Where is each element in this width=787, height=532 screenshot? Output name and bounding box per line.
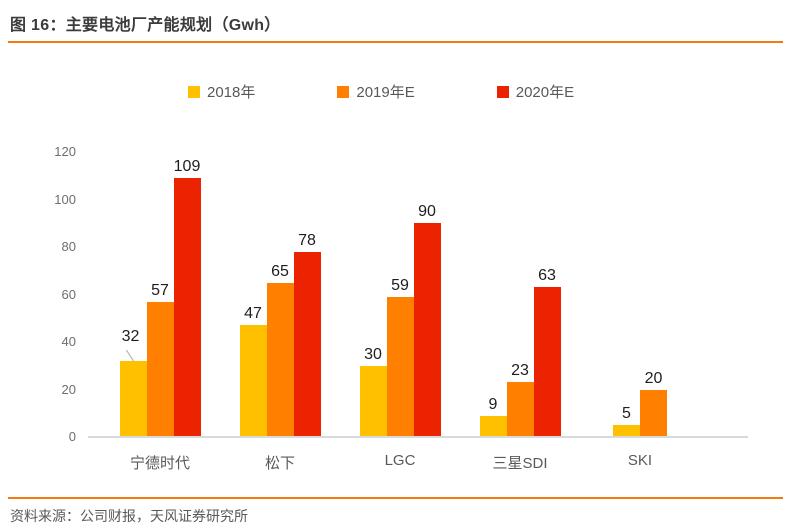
category-label-4: SKI xyxy=(627,452,653,469)
x-axis-category-labels: 宁德时代 松下 LGC 三星SDI SKI xyxy=(100,452,700,473)
bar-group-1: 47 65 78 xyxy=(220,152,340,437)
bar-value-label: 9 xyxy=(488,395,498,413)
bar-value-label: 90 xyxy=(418,203,436,221)
bar-宁德时代-2020年E: 109 xyxy=(173,158,201,437)
bar-松下-2020年E: 78 xyxy=(293,232,321,437)
bar-松下-2019年E: 65 xyxy=(266,263,294,437)
bar-value-label: 78 xyxy=(298,231,316,249)
y-axis: 0 20 40 60 80 100 120 xyxy=(0,145,82,444)
bar-LGC-2020年E: 90 xyxy=(413,203,441,437)
bar-value-label: 23 xyxy=(511,362,529,380)
y-axis-tick-label: 60 xyxy=(61,286,76,302)
chart-legend: 2018年 2019年E 2020年E xyxy=(188,81,574,102)
bar-三星SDI-2019年E: 23 xyxy=(506,362,534,437)
category-label-1: 松下 xyxy=(264,455,295,472)
top-divider-line xyxy=(8,41,783,43)
category-label-2: LGC xyxy=(384,452,416,469)
y-axis-tick-label: 40 xyxy=(61,334,76,349)
bar-宁德时代-2018年: 32 xyxy=(119,328,147,437)
legend-label: 2019年E xyxy=(356,84,415,101)
bar-value-label: 65 xyxy=(271,262,289,280)
legend-item-0: 2018年 xyxy=(188,81,255,102)
bar-SKI-2018年: 5 xyxy=(613,405,640,437)
bar-SKI-2019年E: 20 xyxy=(640,370,667,437)
bar-value-label: 59 xyxy=(391,276,409,294)
bar-value-label: 57 xyxy=(151,281,169,299)
y-axis-tick-label: 20 xyxy=(61,381,76,397)
y-axis-tick-label: 0 xyxy=(68,429,76,444)
category-label-0: 宁德时代 xyxy=(129,455,190,472)
y-axis-tick-label: 120 xyxy=(54,144,76,159)
y-axis-tick-label: 100 xyxy=(54,191,76,207)
bar-LGC-2018年: 30 xyxy=(359,346,387,437)
bar-宁德时代-2019年E: 57 xyxy=(146,282,174,437)
bar-group-0: 32 57 109 xyxy=(100,152,220,437)
bar-value-label: 63 xyxy=(538,267,556,285)
bar-三星SDI-2020年E: 63 xyxy=(533,267,561,437)
bar-chart-plot-area: 32 57 109 47 65 78 30 59 90 9 23 63 5 20 xyxy=(100,152,700,437)
bar-松下-2018年: 47 xyxy=(239,305,267,437)
legend-swatch-icon xyxy=(337,85,350,98)
bar-value-label: 109 xyxy=(173,158,201,176)
bar-group-4: 5 20 xyxy=(580,152,700,437)
bar-value-label: 47 xyxy=(244,305,262,323)
bottom-divider-line xyxy=(8,497,783,499)
bar-group-3: 9 23 63 xyxy=(460,152,580,437)
bar-LGC-2019年E: 59 xyxy=(386,277,414,437)
label-leader-line xyxy=(125,349,134,362)
legend-label: 2018年 xyxy=(207,84,256,101)
legend-swatch-icon xyxy=(496,85,509,98)
legend-item-2: 2020年E xyxy=(496,81,575,102)
bar-value-label: 30 xyxy=(364,345,382,363)
x-axis-line xyxy=(88,436,748,438)
source-note: 资料来源：公司财报，天风证券研究所 xyxy=(10,508,248,524)
bar-三星SDI-2018年: 9 xyxy=(479,396,507,437)
bar-value-label: 32 xyxy=(121,328,140,345)
figure-title: 图 16：主要电池厂产能规划（Gwh） xyxy=(10,17,281,34)
legend-label: 2020年E xyxy=(515,84,575,101)
bar-group-2: 30 59 90 xyxy=(340,152,460,437)
legend-swatch-icon xyxy=(188,85,200,98)
bar-value-label: 5 xyxy=(622,405,631,423)
y-axis-tick-label: 80 xyxy=(61,239,76,254)
bar-value-label: 20 xyxy=(644,369,663,387)
category-label-3: 三星SDI xyxy=(492,455,548,472)
legend-item-1: 2019年E xyxy=(337,81,415,102)
